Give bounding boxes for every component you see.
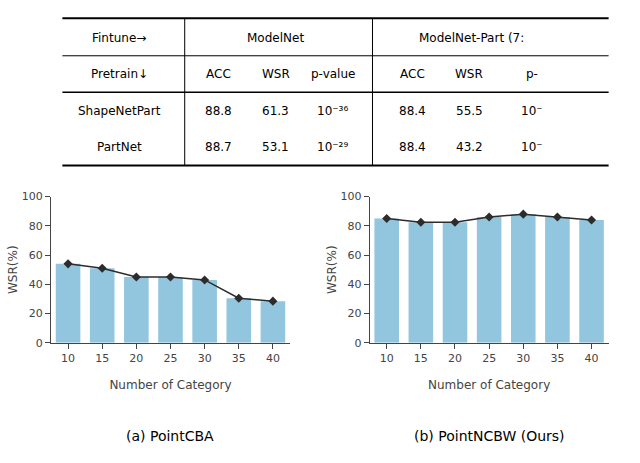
svg-text:80: 80	[29, 220, 43, 233]
svg-text:40: 40	[266, 352, 280, 365]
svg-text:35: 35	[232, 352, 246, 365]
svg-text:WSR(%): WSR(%)	[6, 245, 20, 294]
svg-text:10⁻: 10⁻	[521, 140, 543, 154]
svg-text:100: 100	[22, 190, 43, 203]
svg-text:10: 10	[61, 352, 75, 365]
svg-text:Fintune→: Fintune→	[92, 31, 146, 45]
svg-text:55.5: 55.5	[456, 104, 483, 118]
svg-text:(a) PointCBA: (a) PointCBA	[126, 428, 214, 444]
svg-text:10: 10	[380, 352, 394, 365]
svg-text:15: 15	[414, 352, 428, 365]
svg-text:88.4: 88.4	[399, 104, 426, 118]
svg-text:30: 30	[198, 352, 212, 365]
svg-text:40: 40	[585, 352, 599, 365]
svg-text:PartNet: PartNet	[97, 140, 142, 154]
svg-text:35: 35	[550, 352, 564, 365]
svg-text:60: 60	[29, 249, 43, 262]
svg-text:p-: p-	[526, 67, 538, 81]
svg-text:WSR: WSR	[455, 67, 483, 81]
svg-text:60: 60	[347, 249, 361, 262]
svg-text:0: 0	[36, 337, 43, 350]
svg-text:88.4: 88.4	[399, 140, 426, 154]
svg-text:10⁻²⁹: 10⁻²⁹	[317, 140, 348, 154]
svg-text:30: 30	[516, 352, 530, 365]
svg-text:25: 25	[163, 352, 177, 365]
svg-text:ACC: ACC	[206, 67, 231, 81]
svg-text:88.7: 88.7	[205, 140, 232, 154]
svg-text:Number of Category: Number of Category	[428, 378, 550, 392]
svg-text:ModelNet: ModelNet	[247, 31, 304, 45]
svg-text:Pretrain↓: Pretrain↓	[91, 67, 148, 81]
svg-text:10⁻: 10⁻	[521, 104, 543, 118]
svg-text:40: 40	[347, 278, 361, 291]
svg-text:43.2: 43.2	[456, 140, 483, 154]
svg-text:61.3: 61.3	[262, 104, 289, 118]
svg-text:WSR(%): WSR(%)	[325, 245, 339, 294]
svg-text:80: 80	[347, 220, 361, 233]
svg-text:100: 100	[340, 190, 361, 203]
svg-text:88.8: 88.8	[205, 104, 232, 118]
svg-text:ACC: ACC	[400, 67, 425, 81]
svg-text:25: 25	[482, 352, 496, 365]
svg-text:(b) PointNCBW (Ours): (b) PointNCBW (Ours)	[414, 428, 565, 444]
svg-text:p-value: p-value	[311, 67, 355, 81]
svg-text:40: 40	[29, 278, 43, 291]
svg-text:15: 15	[95, 352, 109, 365]
svg-text:53.1: 53.1	[262, 140, 289, 154]
svg-text:0: 0	[354, 337, 361, 350]
svg-text:WSR: WSR	[262, 67, 290, 81]
svg-text:ShapeNetPart: ShapeNetPart	[78, 104, 161, 118]
svg-text:Number of Category: Number of Category	[109, 378, 231, 392]
svg-text:20: 20	[347, 307, 361, 320]
svg-text:20: 20	[448, 352, 462, 365]
svg-text:ModelNet-Part (7:: ModelNet-Part (7:	[419, 31, 524, 45]
svg-text:20: 20	[129, 352, 143, 365]
svg-text:20: 20	[29, 307, 43, 320]
svg-text:10⁻³⁶: 10⁻³⁶	[317, 104, 348, 118]
